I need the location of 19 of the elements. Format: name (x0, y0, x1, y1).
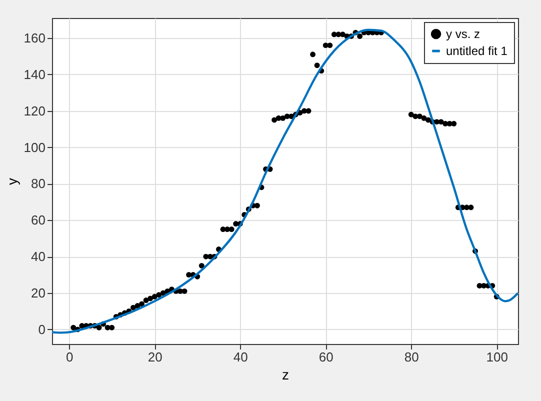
y-tick-label: 0 (38, 322, 46, 337)
y-tick-label: 80 (31, 176, 46, 192)
x-axis-title: z (282, 366, 289, 382)
x-tick-label: 40 (233, 350, 248, 364)
x-tick-label: 0 (66, 350, 74, 364)
legend-label: y vs. z (446, 27, 480, 41)
y-tick-label: 60 (31, 212, 46, 228)
y-tick-label: 20 (31, 286, 46, 301)
y-tick-label: 40 (31, 249, 46, 264)
y-tick-label: 160 (24, 30, 46, 46)
y-axis-title: y (4, 178, 20, 185)
y-tick-label: 140 (24, 66, 46, 82)
x-tick-label: 100 (486, 350, 508, 364)
y-tick-label: 120 (24, 103, 46, 118)
x-tick-label: 80 (404, 350, 419, 364)
x-tick-label: 20 (148, 350, 162, 364)
x-tick-label: 60 (318, 350, 334, 364)
y-tick-label: 100 (24, 140, 46, 155)
legend-label: untitled fit 1 (446, 44, 508, 58)
